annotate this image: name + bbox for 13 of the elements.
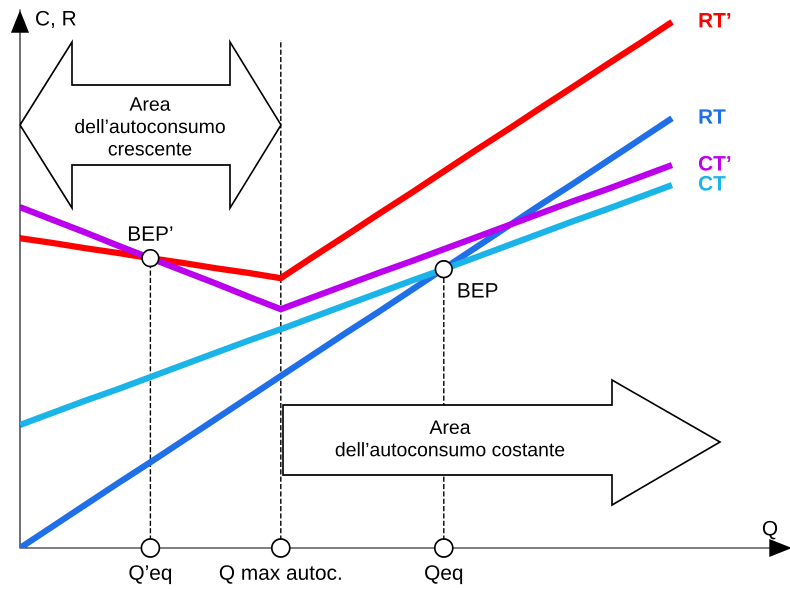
y-axis-title: C, R [36, 10, 76, 28]
series-label: RT’ [699, 13, 730, 28]
x-tick-label: Q max autoc. [220, 565, 341, 584]
annotation: Area dell’autoconsumo costante [336, 420, 564, 456]
series-label: BEP’ [128, 226, 172, 241]
series-label: RT [699, 109, 726, 124]
x-axis-title: Q [762, 520, 778, 540]
series-label: CT [698, 176, 726, 191]
series-label: CT’ [698, 156, 730, 171]
x-tick-label: Q’eq [129, 565, 172, 584]
series-label: BEP [458, 283, 498, 298]
annotation: Area dell’autoconsumo crescente [75, 97, 225, 156]
x-tick-label: Qeq [425, 565, 462, 584]
